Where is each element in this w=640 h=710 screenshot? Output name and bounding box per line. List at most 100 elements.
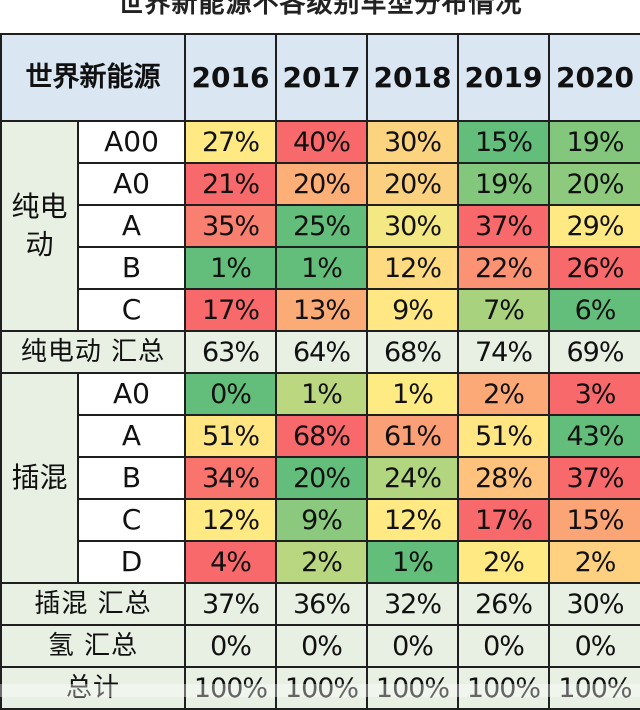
year-header: 2016 [184, 33, 277, 122]
corner-label: 世界新能源 [0, 33, 186, 122]
subtotal-cell: 0% [457, 624, 550, 668]
subtotal-cell: 26% [457, 582, 550, 626]
value-cell: 12% [366, 498, 459, 542]
subtotal-label: 纯电动 汇总 [0, 330, 186, 374]
value-cell: 27% [184, 120, 277, 164]
table-row: A 51% 68% 61% 51% 43% [1, 414, 640, 458]
value-cell: 15% [548, 498, 640, 542]
grade-label: A00 [77, 120, 186, 164]
value-cell: 2% [548, 540, 640, 584]
value-cell: 3% [548, 372, 640, 416]
value-cell: 1% [184, 246, 277, 290]
subtotal-row: 纯电动 汇总 63% 64% 68% 74% 69% [0, 330, 640, 374]
value-cell: 4% [184, 540, 277, 584]
total-cell: 100% [366, 666, 459, 710]
value-cell: 7% [457, 288, 550, 332]
value-cell: 2% [457, 540, 550, 584]
value-cell: 12% [366, 246, 459, 290]
subtotal-cell: 37% [184, 582, 277, 626]
value-cell: 20% [275, 456, 368, 500]
grand-total-label: 总计 [0, 666, 186, 710]
value-cell: 2% [457, 372, 550, 416]
value-cell: 29% [548, 204, 640, 248]
subtotal-cell: 74% [457, 330, 550, 374]
year-header: 2017 [275, 33, 368, 122]
value-cell: 17% [184, 288, 277, 332]
subtotal-cell: 0% [548, 624, 640, 668]
subtotal-row: 插混 汇总 37% 36% 32% 26% 30% [0, 582, 640, 626]
value-cell: 13% [275, 288, 368, 332]
value-cell: 20% [366, 162, 459, 206]
value-cell: 26% [548, 246, 640, 290]
subtotal-cell: 64% [275, 330, 368, 374]
hydrogen-label: 氢 汇总 [0, 624, 186, 668]
value-cell: 51% [184, 414, 277, 458]
value-cell: 25% [275, 204, 368, 248]
grade-label: C [77, 288, 186, 332]
total-cell: 100% [184, 666, 277, 710]
hydrogen-row: 氢 汇总 0% 0% 0% 0% 0% [0, 624, 640, 668]
value-cell: 19% [548, 120, 640, 164]
table-row: C 17% 13% 9% 7% 6% [1, 288, 640, 332]
value-cell: 68% [275, 414, 368, 458]
value-cell: 37% [457, 204, 550, 248]
table-row: A0 21% 20% 20% 19% 20% [1, 162, 640, 206]
subtotal-cell: 0% [184, 624, 277, 668]
table-row: B 1% 1% 12% 22% 26% [1, 246, 640, 290]
table-row: 插混 A0 0% 1% 1% 2% 3% [0, 372, 640, 584]
value-cell: 21% [184, 162, 277, 206]
value-cell: 20% [548, 162, 640, 206]
total-cell: 100% [548, 666, 640, 710]
value-cell: 2% [275, 540, 368, 584]
value-cell: 51% [457, 414, 550, 458]
year-header: 2019 [457, 33, 550, 122]
subtotal-cell: 63% [184, 330, 277, 374]
total-cell: 100% [275, 666, 368, 710]
grade-label: A [77, 204, 186, 248]
grade-label: D [77, 540, 186, 584]
grade-label: A [77, 414, 186, 458]
year-header: 2018 [366, 33, 459, 122]
total-cell: 100% [457, 666, 550, 710]
value-cell: 35% [184, 204, 277, 248]
value-cell: 1% [366, 540, 459, 584]
value-cell: 1% [275, 372, 368, 416]
subtotal-label: 插混 汇总 [0, 582, 186, 626]
value-cell: 6% [548, 288, 640, 332]
value-cell: 19% [457, 162, 550, 206]
table-row: C 12% 9% 12% 17% 15% [1, 498, 640, 542]
value-cell: 17% [457, 498, 550, 542]
group-label-bev: 纯电动 [0, 120, 79, 332]
grade-label: C [77, 498, 186, 542]
value-cell: 30% [366, 204, 459, 248]
subtotal-cell: 32% [366, 582, 459, 626]
value-cell: 9% [366, 288, 459, 332]
grand-total-row: 总计 100% 100% 100% 100% 100% [0, 666, 640, 710]
value-cell: 15% [457, 120, 550, 164]
table-row: B 34% 20% 24% 28% 37% [1, 456, 640, 500]
table-row: 纯电动 A00 27% 40% 30% 15% 19% [0, 120, 640, 332]
subtotal-cell: 30% [548, 582, 640, 626]
value-cell: 20% [275, 162, 368, 206]
value-cell: 37% [548, 456, 640, 500]
grade-label: B [77, 246, 186, 290]
table-header: 世界新能源 2016 2017 2018 2019 2020 [0, 33, 640, 122]
value-cell: 1% [366, 372, 459, 416]
value-cell: 30% [366, 120, 459, 164]
table-row: D 4% 2% 1% 2% 2% [1, 540, 640, 584]
subtotal-cell: 36% [275, 582, 368, 626]
value-cell: 34% [184, 456, 277, 500]
year-header: 2020 [548, 33, 640, 122]
value-cell: 43% [548, 414, 640, 458]
distribution-table: 世界新能源 2016 2017 2018 2019 2020 纯电动 A00 2… [0, 33, 640, 710]
group-label-phev: 插混 [0, 372, 79, 584]
value-cell: 28% [457, 456, 550, 500]
grade-label: A0 [77, 162, 186, 206]
value-cell: 24% [366, 456, 459, 500]
value-cell: 12% [184, 498, 277, 542]
grade-label: B [77, 456, 186, 500]
subtotal-cell: 68% [366, 330, 459, 374]
value-cell: 22% [457, 246, 550, 290]
value-cell: 9% [275, 498, 368, 542]
value-cell: 0% [184, 372, 277, 416]
